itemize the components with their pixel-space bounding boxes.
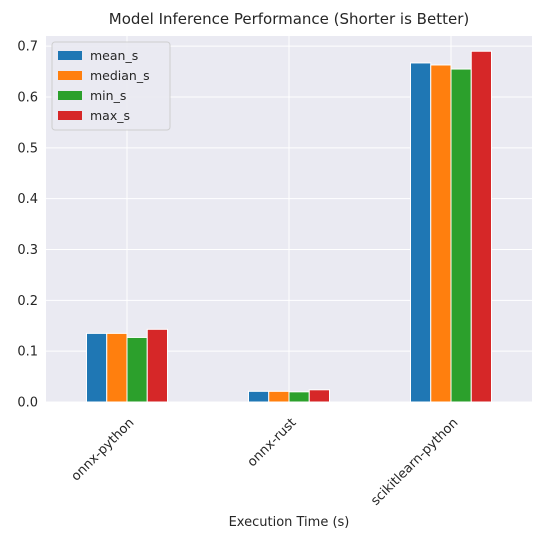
bar-mean_s-scikitlearn-python xyxy=(410,62,432,403)
bar-mean_s-onnx-python xyxy=(86,332,108,403)
y-axis: 0.0 0.1 0.2 0.3 0.4 0.5 0.6 0.7 xyxy=(17,40,38,411)
x-tick-label: onnx-rust xyxy=(245,415,300,470)
y-tick-label: 0.7 xyxy=(17,40,38,55)
y-tick-label: 0.5 xyxy=(17,141,38,156)
legend-swatch-min_s xyxy=(58,91,82,100)
legend-label: max_s xyxy=(90,108,130,123)
legend-label: median_s xyxy=(90,68,150,83)
bar-mean_s-onnx-rust xyxy=(248,390,270,403)
y-tick-label: 0.0 xyxy=(17,396,38,411)
legend-box xyxy=(51,41,171,131)
legend-label: mean_s xyxy=(90,48,138,63)
bar-median_s-scikitlearn-python xyxy=(430,64,452,403)
chart-title: Model Inference Performance (Shorter is … xyxy=(109,10,469,28)
y-tick-label: 0.4 xyxy=(17,192,38,207)
y-tick-label: 0.2 xyxy=(17,294,38,309)
legend-label: min_s xyxy=(90,88,126,103)
bar-min_s-onnx-python xyxy=(126,336,148,403)
bar-min_s-onnx-rust xyxy=(288,391,310,403)
y-tick-label: 0.3 xyxy=(17,243,38,258)
bars xyxy=(86,50,492,403)
x-tick-label: onnx-python xyxy=(69,415,138,484)
legend: mean_s median_s min_s max_s xyxy=(51,41,171,131)
bar-max_s-scikitlearn-python xyxy=(470,50,492,403)
y-tick-label: 0.1 xyxy=(17,345,38,360)
x-tick-label: scikitlearn-python xyxy=(368,415,461,508)
bar-median_s-onnx-python xyxy=(106,332,128,403)
legend-swatch-max_s xyxy=(58,111,82,120)
x-axis: onnx-python onnx-rust scikitlearn-python xyxy=(69,415,462,508)
bar-max_s-onnx-rust xyxy=(308,389,330,403)
bar-min_s-scikitlearn-python xyxy=(450,68,472,403)
x-axis-label: Execution Time (s) xyxy=(229,515,350,530)
bar-median_s-onnx-rust xyxy=(268,390,290,403)
legend-swatch-median_s xyxy=(58,71,82,80)
y-tick-label: 0.6 xyxy=(17,91,38,106)
legend-swatch-mean_s xyxy=(58,51,82,60)
bar-max_s-onnx-python xyxy=(146,328,168,403)
